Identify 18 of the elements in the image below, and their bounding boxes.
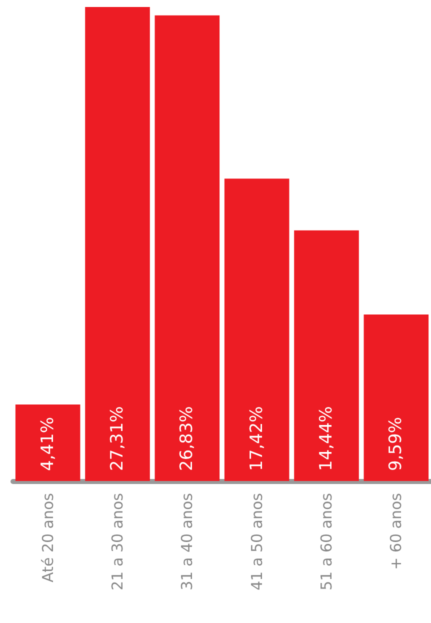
x-tick-label: 31 a 40 anos [178,492,196,590]
bar [85,7,150,481]
bar [364,314,429,481]
bar [15,404,80,481]
x-tick-label: 51 a 60 anos [318,492,336,590]
bar [294,230,359,481]
x-tick-label: + 60 anos [387,492,406,570]
data-label: 27,31% [108,406,128,471]
data-label: 14,44% [316,406,336,471]
data-label: 26,83% [177,406,198,471]
x-tick-label: 21 a 30 anos [108,492,126,590]
data-label: 4,41% [38,416,58,471]
x-tick-label: 41 a 50 anos [248,492,266,590]
x-tick-label: Até 20 anos [38,492,57,582]
bar [154,15,220,481]
data-label: 9,59% [386,416,406,471]
data-label: 17,42% [246,406,267,471]
bar [224,178,290,481]
